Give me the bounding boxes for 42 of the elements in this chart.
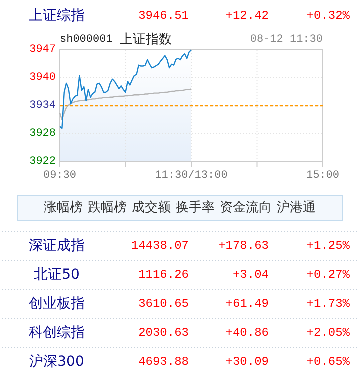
text: +0.27%: [306, 268, 350, 282]
x-tick-label: 15:00: [306, 170, 340, 182]
text: 2030.63: [138, 326, 189, 340]
text: +40.86: [226, 326, 269, 340]
category-label: 深证成指: [29, 238, 85, 254]
y-tick-label: 3940: [30, 72, 56, 84]
text: 4693.88: [138, 355, 189, 369]
category-label: 上证综指: [29, 8, 85, 24]
y-tick-label: 3934: [30, 100, 56, 112]
text: +30.09: [226, 355, 269, 369]
line-series: [59, 88, 192, 121]
category-label: 科创综指: [29, 325, 85, 341]
text: +2.05%: [306, 326, 350, 340]
text: 换手率: [176, 200, 215, 216]
text: 3610.65: [138, 297, 189, 311]
text: 沪港通: [277, 200, 316, 216]
x-tick-label: 09:30: [43, 170, 77, 182]
text: 3946.51: [138, 9, 189, 23]
text: +1.25%: [306, 239, 350, 253]
text: 08-12 11:30: [250, 34, 323, 46]
text: 跌幅榜: [88, 200, 127, 216]
chart-title: 上证指数: [120, 32, 172, 48]
text: 14438.07: [131, 239, 189, 253]
text: +12.42: [226, 9, 269, 23]
x-tick-label: 11:30/13:00: [155, 170, 228, 182]
text: +1.73%: [306, 297, 350, 311]
category-label: 沪深300: [30, 354, 84, 370]
text: +3.04: [232, 268, 269, 282]
text: 涨幅榜: [44, 200, 83, 216]
text: 成交额: [132, 200, 171, 216]
y-tick-label: 3928: [30, 128, 56, 140]
text: 资金流向: [220, 200, 272, 216]
chart-subtitle: sh000001: [60, 34, 114, 46]
y-tick-label: 3947: [30, 44, 56, 56]
text: +61.49: [226, 297, 269, 311]
text: +0.65%: [306, 355, 350, 369]
text: +178.63: [218, 239, 269, 253]
y-tick-label: 3922: [30, 156, 56, 168]
category-label: 创业板指: [29, 296, 85, 312]
text: +0.32%: [306, 9, 350, 23]
text: 1116.26: [138, 268, 189, 282]
category-label: 北证50: [34, 267, 80, 283]
